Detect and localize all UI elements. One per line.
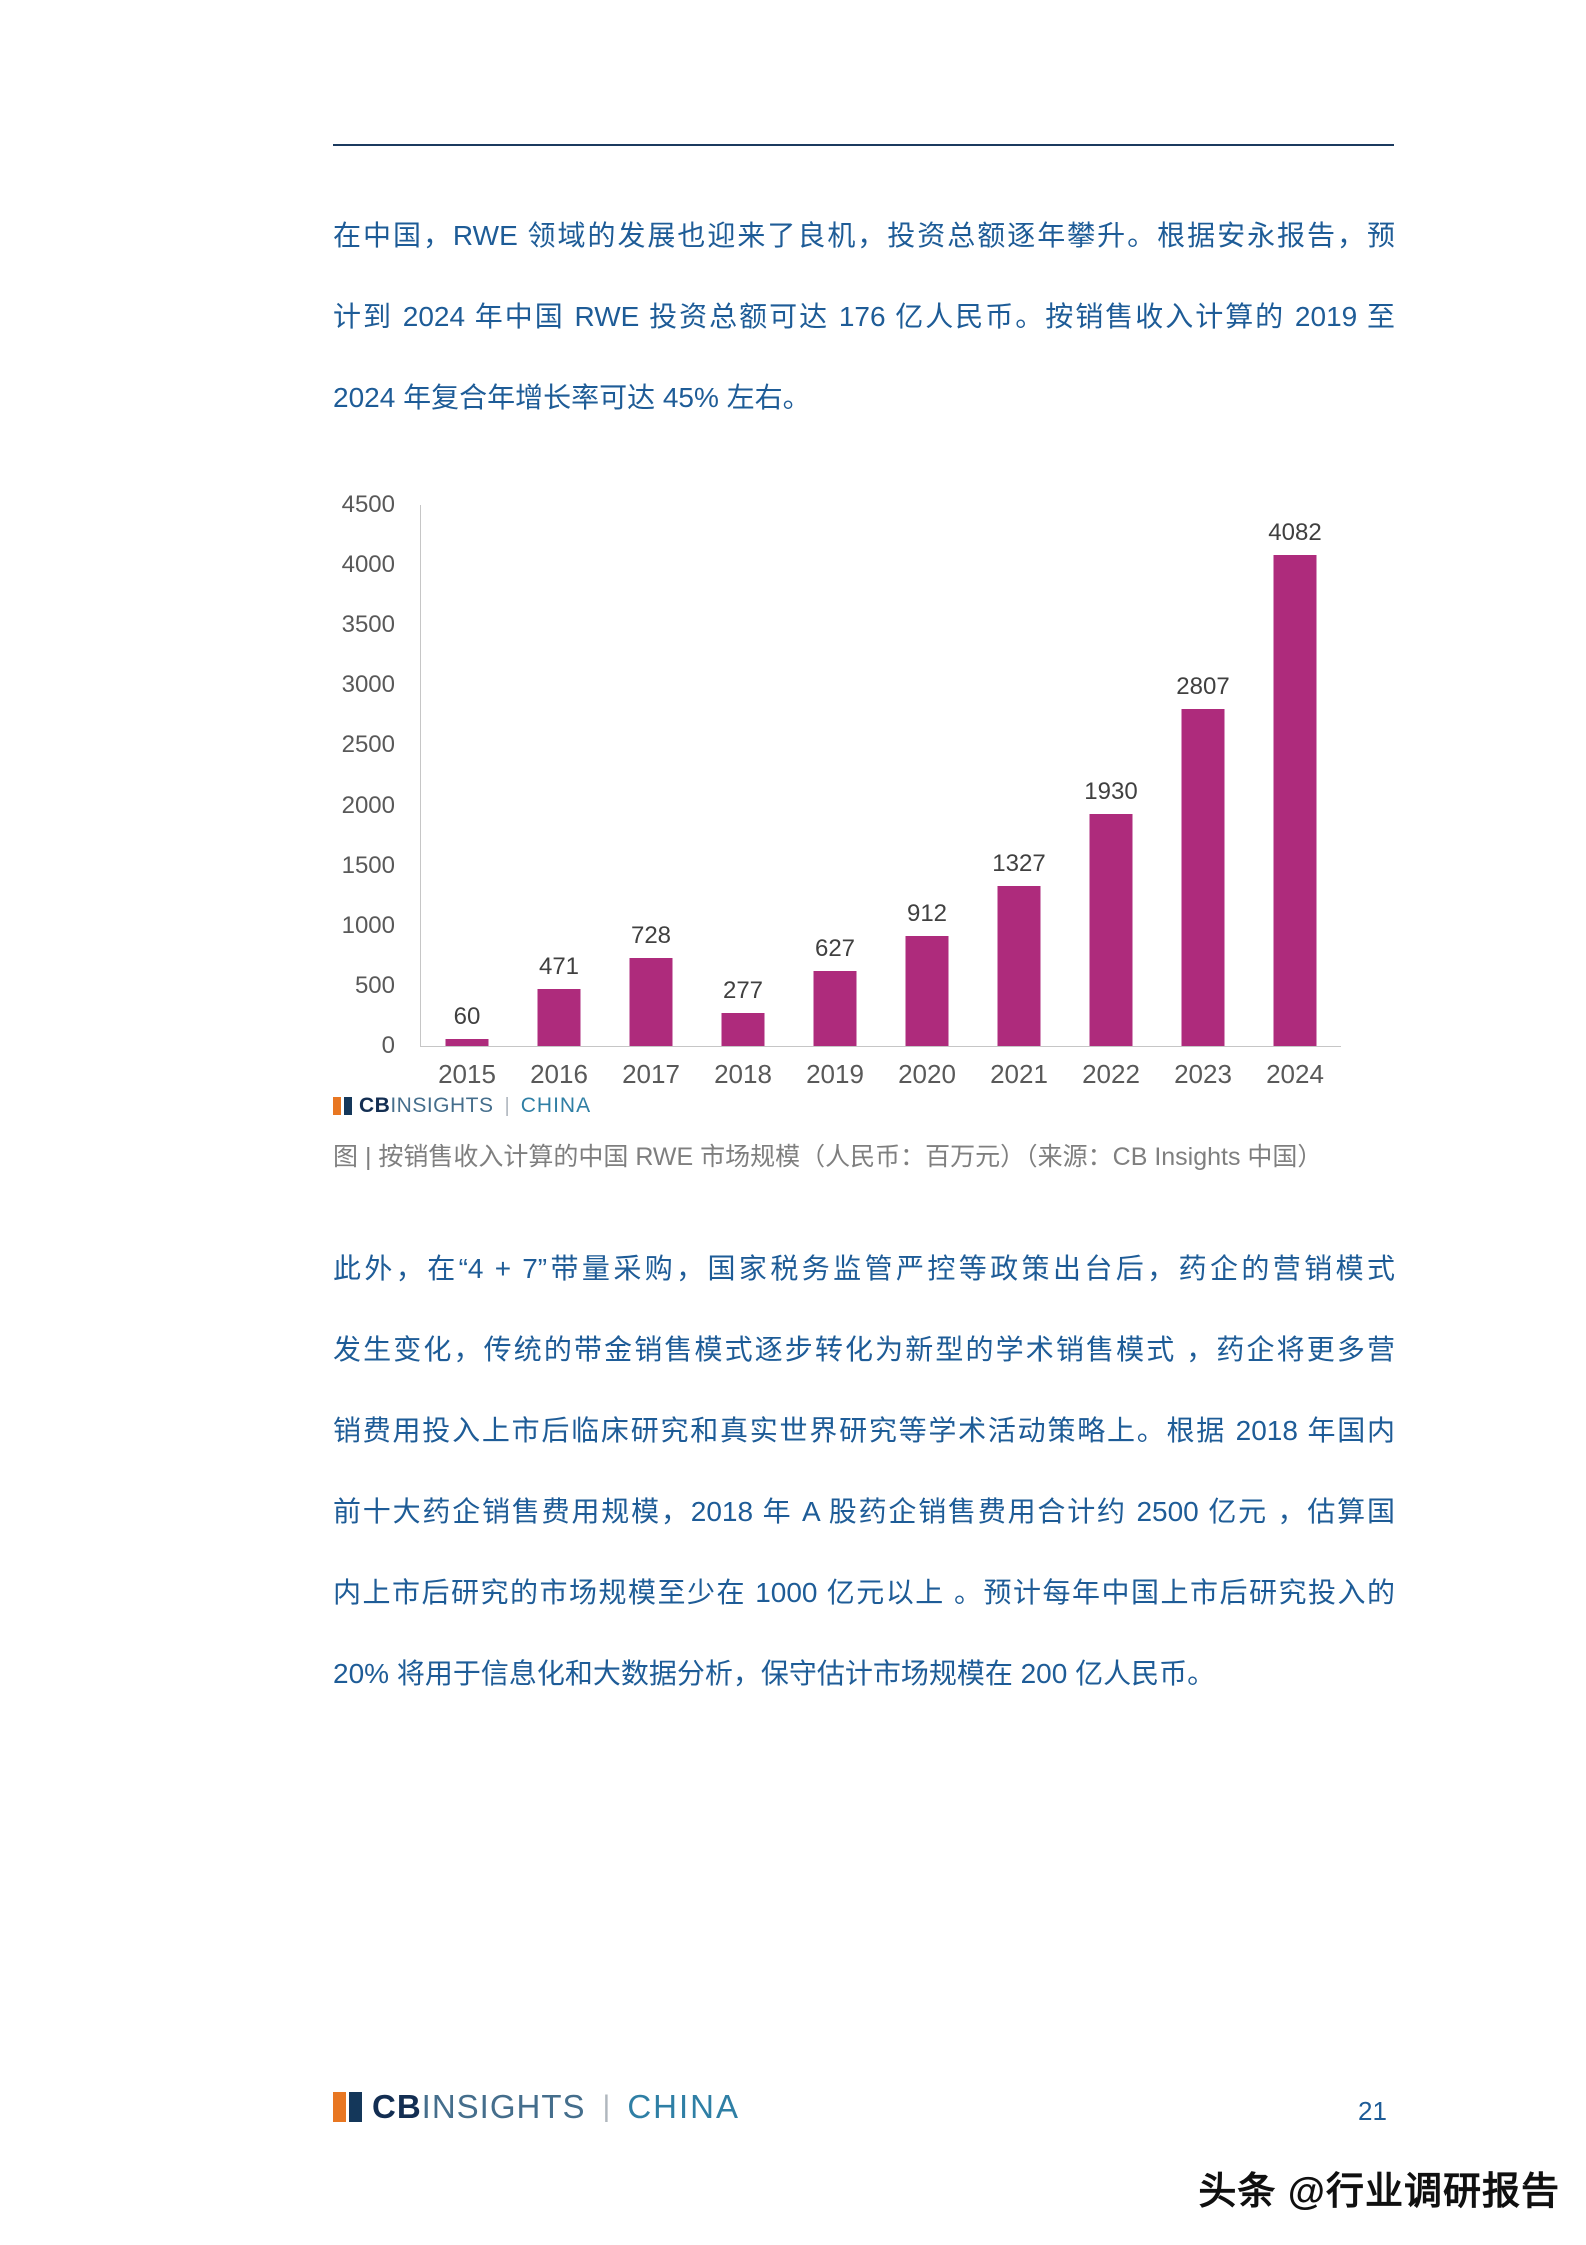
bar-value-label: 2807 [1176, 672, 1230, 700]
bar-value-label: 912 [906, 900, 948, 928]
logo-separator: | [602, 2090, 611, 2123]
bar-value-label: 627 [814, 934, 856, 962]
y-axis-tick-label: 2000 [341, 791, 395, 819]
bar-2021 [997, 886, 1041, 1046]
chart-bar-group: 277 2018 [697, 505, 789, 1089]
x-axis-label: 2017 [622, 1059, 680, 1089]
y-axis-tick-label: 3500 [341, 611, 395, 639]
bar-2018 [721, 1012, 765, 1046]
logo-china-text: CHINA [627, 2088, 741, 2125]
chart-source-logo: CBINSIGHTS | CHINA [333, 1094, 591, 1118]
bar-value-label: 277 [722, 976, 764, 1004]
x-axis-label: 2015 [438, 1059, 496, 1089]
y-axis-tick-label: 500 [354, 971, 395, 999]
figure-caption: 图 | 按销售收入计算的中国 RWE 市场规模（人民币：百万元）（来源：CB I… [333, 1143, 1323, 1171]
text-line: 在中国，RWE 领域的发展也迎来了良机，投资总额逐年攀升。根据安永报告，预 [333, 220, 1395, 251]
page-number: 21 [1358, 2096, 1387, 2126]
logo-china-text: CHINA [520, 1094, 592, 1117]
y-axis-tick-label: 4500 [341, 491, 395, 518]
y-axis-tick-label: 0 [381, 1032, 395, 1059]
text-line: 销费用投入上市后临床研究和真实世界研究等学术活动策略上。根据 2018 年国内 [333, 1415, 1395, 1446]
footer-cbinsights-logo: CBINSIGHTS | CHINA [333, 2088, 740, 2126]
chart-bar-group: 60 2015 [421, 505, 513, 1089]
x-axis-label: 2018 [714, 1059, 772, 1089]
body-paragraph: 此外，在“4 + 7”带量采购，国家税务监管严控等政策出台后，药企的营销模式 发… [333, 1228, 1395, 1714]
y-axis-tick-label: 1500 [341, 851, 395, 879]
cbinsights-logo-icon [333, 2092, 362, 2122]
bar-value-label: 4082 [1268, 519, 1322, 547]
text-line: 此外，在“4 + 7”带量采购，国家税务监管严控等政策出台后，药企的营销模式 [333, 1253, 1395, 1284]
bar-value-label: 60 [453, 1002, 481, 1030]
bar-2017 [629, 958, 673, 1046]
bar-2015 [445, 1038, 489, 1046]
bar-2020 [905, 936, 949, 1046]
bar-2023 [1181, 708, 1225, 1046]
text-line: 计到 2024 年中国 RWE 投资总额可达 176 亿人民币。按销售收入计算的… [333, 301, 1395, 332]
chart-bar-group: 912 2020 [881, 505, 973, 1089]
chart-bar-group: 2807 2023 [1157, 505, 1249, 1089]
intro-paragraph: 在中国，RWE 领域的发展也迎来了良机，投资总额逐年攀升。根据安永报告，预 计到… [333, 195, 1395, 438]
text-line: 2024 年复合年增长率可达 45% 左右。 [333, 382, 811, 413]
text-line: 内上市后研究的市场规模至少在 1000 亿元以上 。预计每年中国上市后研究投入的 [333, 1577, 1395, 1608]
chart-bar-group: 1327 2021 [973, 505, 1065, 1089]
cbinsights-logo-icon [333, 1097, 352, 1115]
logo-insights-text: INSIGHTS [390, 1094, 494, 1117]
chart-bar-group: 4082 2024 [1249, 505, 1341, 1089]
chart-bar-group: 1930 2022 [1065, 505, 1157, 1089]
chart-bar-group: 471 2016 [513, 505, 605, 1089]
cbinsights-logo-text: CBINSIGHTS [359, 1094, 494, 1118]
chart-bar-group: 728 2017 [605, 505, 697, 1089]
x-axis-label: 2022 [1082, 1059, 1140, 1089]
text-line: 20% 将用于信息化和大数据分析，保守估计市场规模在 200 亿人民币。 [333, 1658, 1216, 1689]
bar-value-label: 728 [630, 922, 672, 950]
bar-2024 [1273, 555, 1317, 1046]
chart-y-axis: 0 500 1000 1500 2000 2500 3000 3500 4000 4500 [333, 491, 395, 1059]
y-axis-tick-label: 4000 [341, 551, 395, 579]
text-line: 前十大药企销售费用规模，2018 年 A 股药企销售费用合计约 2500 亿元 … [333, 1496, 1395, 1527]
y-axis-tick-label: 1000 [341, 911, 395, 939]
logo-insights-text: INSIGHTS [421, 2088, 586, 2125]
x-axis-label: 2024 [1266, 1059, 1324, 1089]
x-axis-label: 2020 [898, 1059, 956, 1089]
bar-2019 [813, 970, 857, 1046]
top-rule [333, 144, 1394, 146]
y-axis-tick-label: 3000 [341, 671, 395, 699]
bar-value-label: 471 [538, 953, 580, 981]
bar-value-label: 1327 [992, 850, 1046, 878]
chart-plot-area: 60 2015 471 2016 728 2017 277 2018 627 2019 912 202… [420, 505, 1341, 1089]
bar-2022 [1089, 813, 1133, 1046]
logo-cb-text: CB [372, 2088, 422, 2125]
y-axis-tick-label: 2500 [341, 731, 395, 759]
text-line: 发生变化，传统的带金销售模式逐步转化为新型的学术销售模式 ，药企将更多营 [333, 1334, 1395, 1365]
x-axis-label: 2016 [530, 1059, 588, 1089]
x-axis-label: 2021 [990, 1059, 1048, 1089]
x-axis-label: 2023 [1174, 1059, 1232, 1089]
bar-value-label: 1930 [1084, 777, 1138, 805]
cbinsights-logo-text: CBINSIGHTS [372, 2088, 586, 2126]
logo-cb-text: CB [359, 1094, 391, 1117]
bar-2016 [537, 989, 581, 1046]
watermark: 头条 @行业调研报告 [1198, 2171, 1560, 2213]
x-axis-label: 2019 [806, 1059, 864, 1089]
rwe-market-size-chart: 0 500 1000 1500 2000 2500 3000 3500 4000 4500 60 2… [333, 491, 1395, 1145]
logo-separator: | [504, 1094, 510, 1117]
chart-bar-group: 627 2019 [789, 505, 881, 1089]
